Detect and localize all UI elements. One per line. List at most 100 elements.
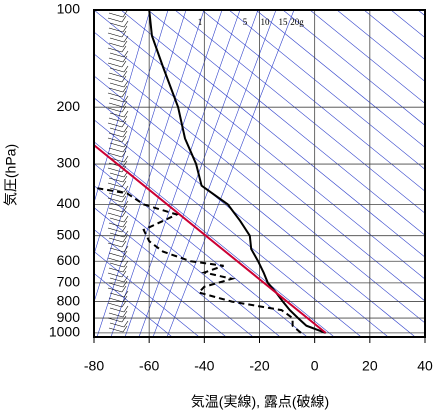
plot-background — [94, 10, 425, 337]
wind-barb — [107, 62, 123, 68]
adiabat-line — [120, 10, 425, 258]
wind-barb — [108, 282, 124, 288]
mixing-ratio-label: 1 — [198, 17, 203, 27]
mixing-ratio-label: 5 — [243, 17, 248, 27]
wind-barb — [108, 87, 124, 93]
wind-barb — [122, 55, 128, 63]
wind-barb — [121, 90, 127, 98]
wind-barb — [123, 275, 129, 283]
wind-barb — [121, 195, 127, 203]
wind-barb — [109, 247, 125, 253]
wind-barb — [121, 180, 127, 188]
wind-barb — [107, 92, 123, 98]
adiabat-line — [282, 10, 425, 126]
wind-barb — [123, 125, 129, 133]
y-tick-label: 400 — [57, 195, 81, 211]
adiabat-line — [174, 10, 425, 214]
profile-line — [93, 144, 327, 334]
wind-barb — [121, 210, 127, 218]
wind-barb — [109, 112, 125, 118]
profile-line — [148, 9, 327, 334]
wind-barb — [122, 40, 128, 48]
wind-barb — [108, 177, 124, 183]
wind-barb — [123, 200, 129, 208]
wind-barb — [121, 150, 127, 158]
mixing-ratio-label: 10 — [261, 17, 271, 27]
plot-frame — [93, 9, 426, 338]
wind-barb — [109, 52, 125, 58]
wind-barb — [123, 80, 129, 88]
wind-barb — [109, 22, 125, 28]
wind-barb — [123, 260, 129, 268]
wind-barb — [122, 145, 128, 153]
wind-barb — [109, 277, 125, 283]
wind-barb — [122, 10, 128, 18]
wind-barb — [123, 290, 129, 298]
wind-barb — [107, 212, 123, 218]
wind-barb — [123, 110, 129, 118]
wind-barb — [121, 285, 127, 293]
wind-barb — [122, 175, 128, 183]
wind-barb — [109, 82, 125, 88]
wind-barb — [108, 252, 124, 258]
wind-barb — [123, 65, 129, 73]
wind-barb — [109, 67, 125, 73]
wind-barb — [122, 130, 128, 138]
adiabat-line — [94, 163, 308, 337]
wind-barb — [107, 287, 123, 293]
wind-barb — [109, 157, 125, 163]
wind-barb — [123, 185, 129, 193]
wind-barb — [107, 47, 123, 53]
wind-barb — [121, 255, 127, 263]
adiabat-line — [336, 10, 425, 82]
wind-barb — [123, 20, 129, 28]
wind-barb — [108, 192, 124, 198]
y-tick-label: 200 — [57, 98, 81, 114]
y-axis-label: 気圧(hPa) — [3, 144, 19, 206]
adiabat-line — [94, 31, 425, 302]
wind-barb — [108, 57, 124, 63]
x-tick-label: -20 — [249, 358, 269, 374]
y-tick-label: 800 — [57, 292, 81, 308]
wind-barb — [121, 270, 127, 278]
adiabat-line — [417, 10, 425, 17]
wind-barb — [108, 147, 124, 153]
wind-barb — [108, 207, 124, 213]
wind-barb — [121, 300, 127, 308]
wind-barb — [123, 305, 129, 313]
wind-barb — [122, 295, 128, 303]
wind-barb — [122, 280, 128, 288]
wind-barb — [109, 322, 125, 328]
wind-barb — [122, 160, 128, 168]
mixing-ratio-line — [94, 10, 151, 204]
adiabat-line — [94, 10, 425, 280]
wind-barb — [107, 272, 123, 278]
wind-barb — [108, 237, 124, 243]
wind-barb — [109, 127, 125, 133]
y-tick-label: 700 — [57, 274, 81, 290]
adiabat-line — [94, 185, 281, 337]
wind-barb — [122, 310, 128, 318]
wind-barb — [107, 107, 123, 113]
mixing-ratio-line — [94, 10, 187, 304]
wind-barb — [109, 262, 125, 268]
wind-barb — [122, 325, 128, 333]
adiabat-line — [201, 10, 425, 192]
mixing-ratio-line — [124, 10, 241, 337]
wind-barb — [107, 227, 123, 233]
wind-barb — [107, 197, 123, 203]
wind-barb — [107, 167, 123, 173]
wind-barb — [121, 315, 127, 323]
wind-barb — [121, 120, 127, 128]
x-tick-label: -80 — [84, 358, 104, 374]
wind-barb — [123, 320, 129, 328]
wind-barb — [108, 12, 124, 18]
adiabat-line — [94, 273, 173, 337]
adiabat-line — [309, 10, 425, 104]
wind-barb — [122, 250, 128, 258]
wind-barb — [107, 317, 123, 323]
wind-barb — [107, 302, 123, 308]
wind-barb — [122, 190, 128, 198]
wind-barb — [123, 50, 129, 58]
